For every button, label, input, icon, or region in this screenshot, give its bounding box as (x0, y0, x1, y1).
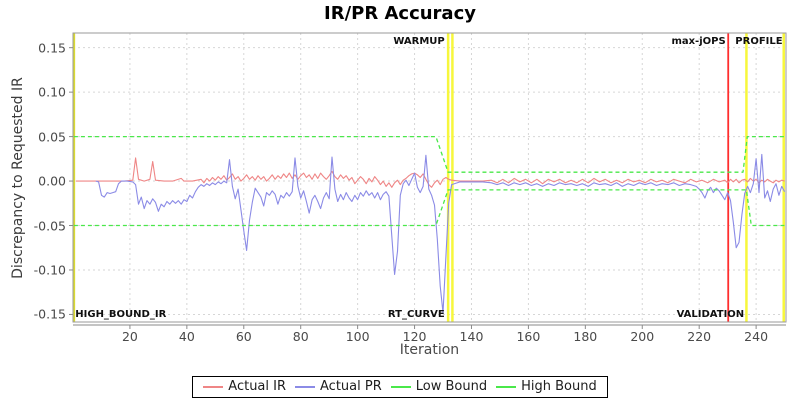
annotation-validation: VALIDATION (676, 309, 745, 320)
annotation-high_bound_ir: HIGH_BOUND_IR (75, 309, 167, 320)
legend-item-high-bound: High Bound (496, 379, 597, 395)
legend-label: Low Bound (415, 379, 488, 394)
y-axis-title: Discrepancy to Requested IR (10, 77, 26, 279)
series-line-0 (75, 157, 785, 188)
x-tick-label: 160 (516, 329, 541, 344)
legend-swatch (496, 386, 517, 388)
x-tick-label: 60 (235, 329, 252, 344)
legend-box: Actual IR Actual PR Low Bound High Bound (192, 376, 608, 398)
legend-item-actual-ir: Actual IR (203, 379, 286, 395)
series-line-3 (73, 135, 786, 173)
annotation-max-jops: max-jOPS (671, 36, 726, 47)
x-axis-title: Iteration (399, 342, 460, 358)
annotation-warmup: WARMUP (393, 36, 445, 47)
x-tick-label: 120 (402, 329, 427, 344)
y-tick-label: -0.10 (33, 262, 66, 278)
annotation-profile: PROFILE (735, 36, 783, 47)
x-tick-label: 80 (292, 329, 309, 344)
y-tick-label: 0.00 (38, 173, 66, 189)
legend-swatch (390, 386, 411, 388)
x-tick-label: 220 (687, 329, 712, 344)
x-tick-label: 240 (744, 329, 769, 344)
legend-swatch (295, 386, 316, 388)
x-tick-label: 40 (178, 329, 195, 344)
y-tick-label: -0.15 (33, 306, 66, 322)
y-tick-label: 0.15 (38, 40, 66, 56)
y-tick-label: 0.10 (38, 84, 66, 100)
y-tick-label: 0.05 (38, 129, 66, 145)
y-tick-label: -0.05 (33, 218, 66, 234)
legend-item-low-bound: Low Bound (390, 379, 488, 395)
x-tick-label: 20 (121, 329, 138, 344)
legend-item-actual-pr: Actual PR (295, 379, 382, 395)
annotation-rt_curve: RT_CURVE (387, 309, 445, 320)
chart-title: IR/PR Accuracy (324, 3, 476, 24)
series-line-2 (73, 189, 786, 227)
plot-border (72, 32, 787, 323)
x-tick-label: 180 (573, 329, 598, 344)
legend-label: Actual PR (320, 379, 382, 394)
x-tick-label: 140 (459, 329, 484, 344)
series-line-1 (95, 153, 786, 314)
plot-background (73, 33, 786, 322)
legend-label: Actual IR (228, 379, 287, 394)
legend-label: High Bound (521, 379, 597, 394)
legend-swatch (203, 386, 224, 388)
legend: Actual IR Actual PR Low Bound High Bound (0, 376, 800, 398)
x-tick-label: 200 (630, 329, 655, 344)
x-tick-label: 100 (345, 329, 370, 344)
